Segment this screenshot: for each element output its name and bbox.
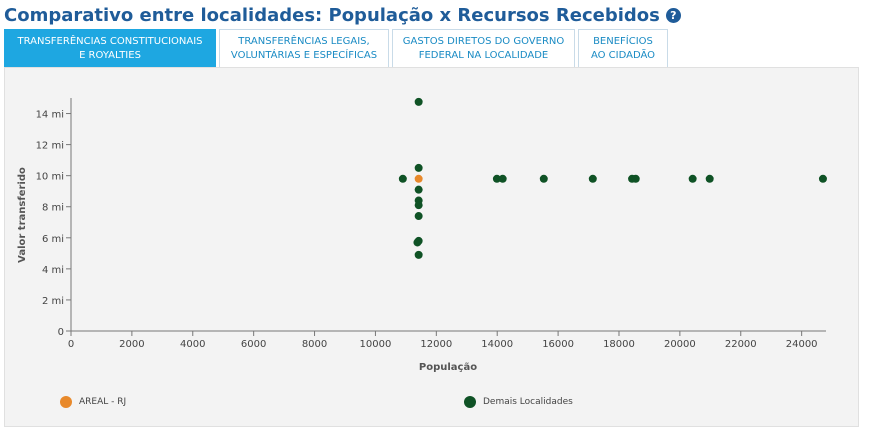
tab-label: TRANSFERÊNCIAS CONSTITUCIONAIS E ROYALTI… <box>17 35 203 61</box>
data-point[interactable] <box>414 97 423 106</box>
page-title: Comparativo entre localidades: População… <box>4 4 660 26</box>
x-tick-label: 10000 <box>360 339 392 350</box>
tab-label: BENEFÍCIOS AO CIDADÃO <box>590 35 656 61</box>
data-point[interactable] <box>398 174 407 183</box>
y-tick-label: 10 mi <box>36 172 64 183</box>
x-tick-label: 20000 <box>664 339 696 350</box>
chart-panel <box>4 67 859 427</box>
y-tick-label: 4 mi <box>42 265 64 276</box>
question-circle-icon[interactable]: ? <box>665 7 681 23</box>
legend-item-areal[interactable]: AREAL - RJ <box>60 396 126 408</box>
data-point[interactable] <box>631 174 640 183</box>
tab-transferencias-constitucionais[interactable]: TRANSFERÊNCIAS CONSTITUCIONAIS E ROYALTI… <box>4 29 216 67</box>
data-point[interactable] <box>414 185 423 194</box>
y-tick-label: 2 mi <box>42 296 64 307</box>
x-axis-label: População <box>419 362 477 373</box>
data-point[interactable] <box>414 201 423 210</box>
legend-marker <box>464 396 476 408</box>
data-point[interactable] <box>818 174 827 183</box>
x-tick-label: 12000 <box>420 339 452 350</box>
data-point[interactable] <box>492 174 501 183</box>
legend-label: AREAL - RJ <box>79 397 127 407</box>
x-tick-label: 16000 <box>542 339 574 350</box>
data-point[interactable] <box>539 174 548 183</box>
data-point[interactable] <box>705 174 714 183</box>
data-point[interactable] <box>414 212 423 221</box>
x-tick-label: 4000 <box>180 339 205 350</box>
tab-label: GASTOS DIRETOS DO GOVERNO FEDERAL NA LOC… <box>402 35 565 61</box>
data-point[interactable] <box>688 174 697 183</box>
x-tick-label: 8000 <box>302 339 327 350</box>
chart-points <box>398 97 827 259</box>
data-point[interactable] <box>588 174 597 183</box>
data-point[interactable] <box>414 250 423 259</box>
data-point[interactable] <box>413 238 422 247</box>
legend-item-demais[interactable]: Demais Localidades <box>464 396 573 408</box>
tab-label: TRANSFERÊNCIAS LEGAIS, VOLUNTÁRIAS E ESP… <box>230 35 378 61</box>
x-tick-label: 0 <box>68 339 74 350</box>
title-row: Comparativo entre localidades: População… <box>4 2 681 28</box>
legend-label: Demais Localidades <box>483 397 573 407</box>
tab-transferencias-legais[interactable]: TRANSFERÊNCIAS LEGAIS, VOLUNTÁRIAS E ESP… <box>219 29 389 67</box>
x-tick-label: 24000 <box>786 339 818 350</box>
chart-axes: 0 2 mi 4 mi 6 mi 8 mi 10 mi 12 mi 14 mi 0 2000 400… <box>36 98 826 350</box>
x-tick-label: 14000 <box>481 339 513 350</box>
y-tick-label: 0 <box>58 327 64 338</box>
tab-gastos-diretos[interactable]: GASTOS DIRETOS DO GOVERNO FEDERAL NA LOC… <box>392 29 575 67</box>
data-point[interactable] <box>414 163 423 172</box>
y-tick-label: 14 mi <box>36 110 64 121</box>
x-tick-label: 2000 <box>119 339 144 350</box>
x-tick-label: 6000 <box>241 339 266 350</box>
legend-marker <box>60 396 72 408</box>
tab-beneficios[interactable]: BENEFÍCIOS AO CIDADÃO <box>578 29 668 67</box>
data-point-areal[interactable] <box>414 174 423 183</box>
tab-bar: TRANSFERÊNCIAS CONSTITUCIONAIS E ROYALTI… <box>4 29 668 67</box>
x-tick-label: 22000 <box>725 339 757 350</box>
x-tick-label: 18000 <box>603 339 635 350</box>
y-tick-label: 8 mi <box>42 203 64 214</box>
data-point[interactable] <box>498 174 507 183</box>
y-tick-label: 6 mi <box>42 234 64 245</box>
y-tick-label: 12 mi <box>36 141 64 152</box>
y-axis-label: Valor transferido <box>17 167 28 263</box>
